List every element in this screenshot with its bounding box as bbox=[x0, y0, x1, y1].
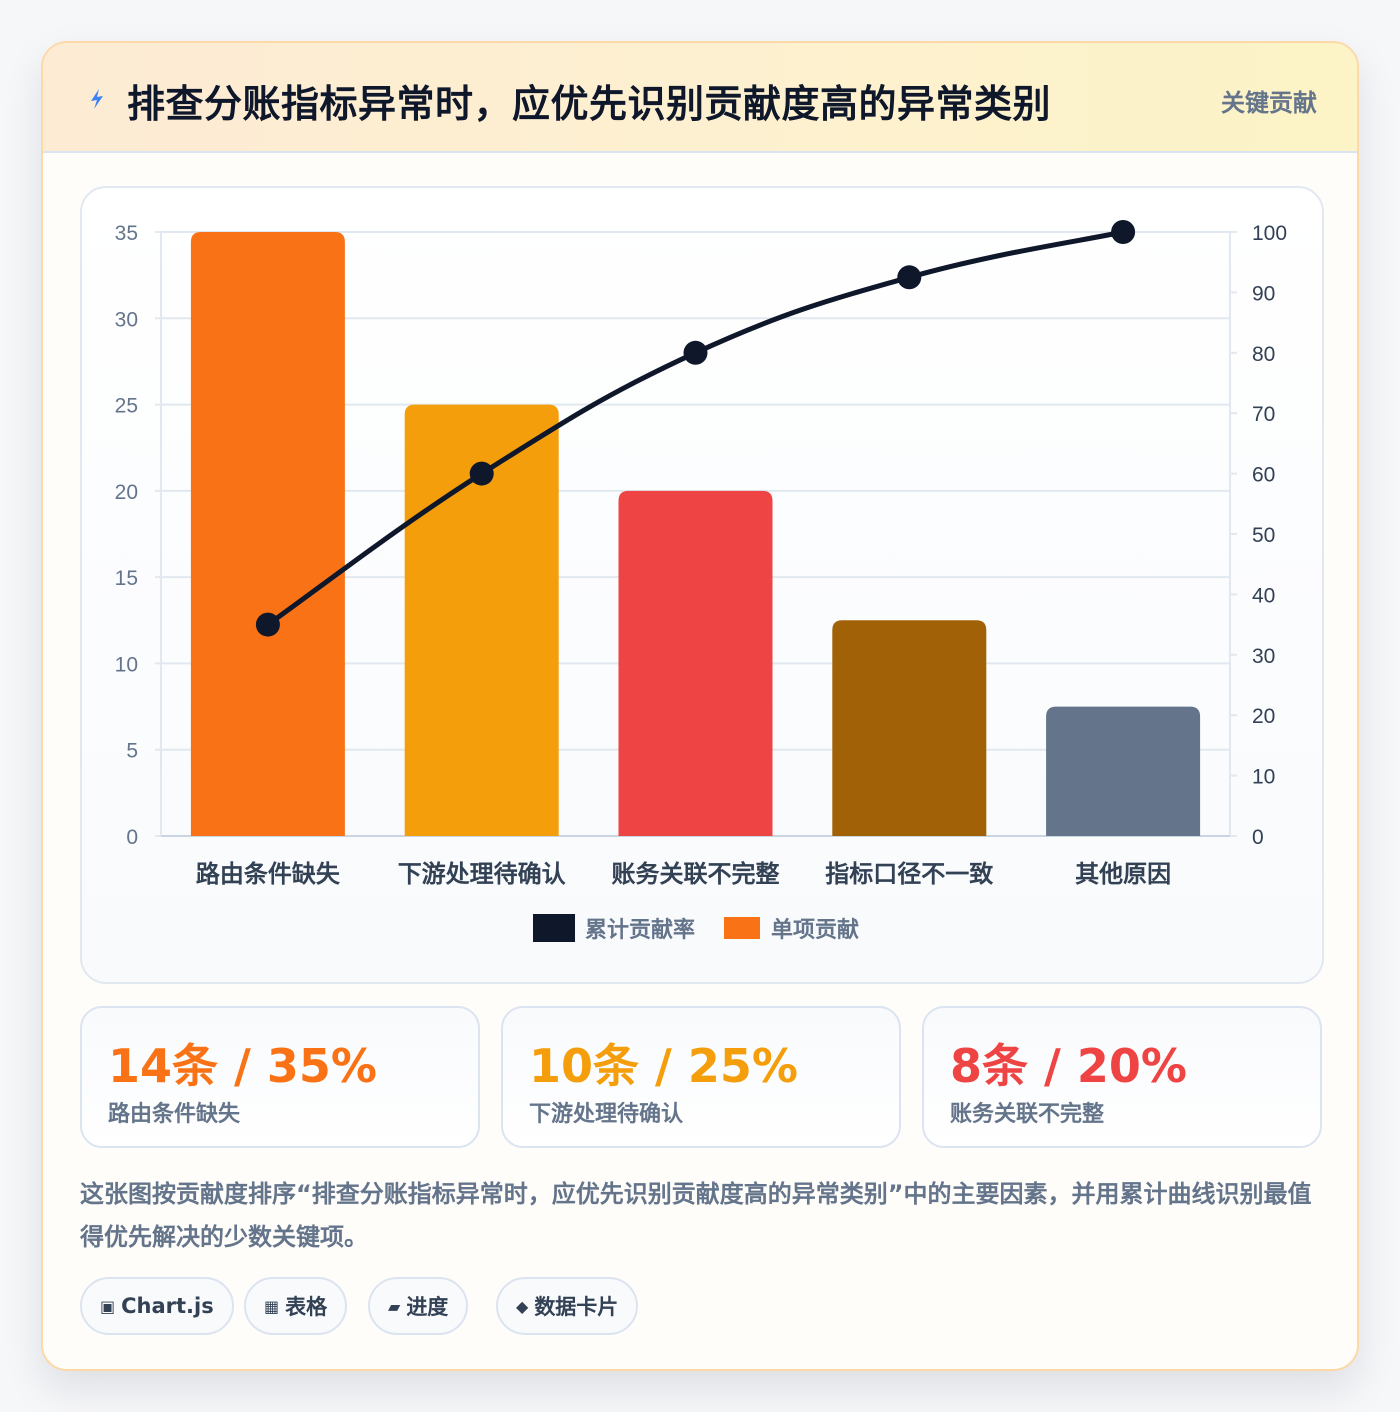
report-card: 排查分账指标异常时，应优先识别贡献度高的异常类别 关键贡献 0 5 10 15 20 25… bbox=[41, 41, 1359, 1371]
x-tick-label: 其他原因 bbox=[1075, 860, 1171, 888]
bar bbox=[190, 232, 345, 836]
key-contribution-badge: 关键贡献 bbox=[1221, 89, 1317, 117]
stat-label: 账务关联不完整 bbox=[950, 1102, 1105, 1127]
stat-card-ledger: 8条 / 20% 账务关联不完整 bbox=[922, 1006, 1322, 1148]
y-right-tick-label: 0 bbox=[1252, 826, 1264, 849]
legend-swatch-cumulative bbox=[533, 914, 575, 942]
x-tick-label: 路由条件缺失 bbox=[196, 860, 341, 888]
bar bbox=[832, 620, 987, 836]
stat-card-downstream: 10条 / 25% 下游处理待确认 bbox=[501, 1006, 901, 1148]
y-right-tick-label: 50 bbox=[1252, 524, 1275, 547]
y-left-tick-label: 35 bbox=[115, 222, 138, 245]
y-right-tick-label: 70 bbox=[1252, 403, 1275, 426]
cumulative-point bbox=[469, 461, 494, 486]
y-left-tick-label: 30 bbox=[115, 308, 138, 331]
y-left-tick-label: 0 bbox=[126, 826, 138, 849]
card-header: 排查分账指标异常时，应优先识别贡献度高的异常类别 关键贡献 bbox=[43, 43, 1357, 153]
table-icon: ▦ bbox=[264, 1296, 280, 1316]
tag-table[interactable]: ▦ 表格 bbox=[244, 1277, 348, 1335]
cumulative-point bbox=[683, 340, 708, 365]
tag-chartjs[interactable]: ▣ Chart.js bbox=[80, 1277, 234, 1335]
x-tick-label: 指标口径不一致 bbox=[825, 860, 994, 888]
x-tick-label: 下游处理待确认 bbox=[398, 860, 566, 888]
y-right-tick-label: 60 bbox=[1252, 464, 1275, 487]
diamond-icon: ◆ bbox=[516, 1296, 529, 1316]
bar bbox=[1046, 706, 1201, 836]
y-left-tick-label: 25 bbox=[115, 395, 138, 418]
progress-icon: ▰ bbox=[388, 1296, 401, 1316]
y-right-tick-label: 100 bbox=[1252, 222, 1287, 245]
stat-value: 8条 / 20% bbox=[950, 1039, 1187, 1093]
stat-value: 14条 / 35% bbox=[108, 1039, 377, 1093]
stat-card-routing: 14条 / 35% 路由条件缺失 bbox=[80, 1006, 480, 1148]
y-left-tick-label: 10 bbox=[115, 653, 138, 676]
y-right-tick-label: 30 bbox=[1252, 645, 1275, 668]
page-title: 排查分账指标异常时，应优先识别贡献度高的异常类别 bbox=[127, 82, 1052, 126]
y-left-tick-label: 15 bbox=[115, 567, 138, 590]
y-right-tick-label: 40 bbox=[1252, 584, 1275, 607]
legend-swatch-single bbox=[724, 917, 760, 939]
y-right-tick-label: 80 bbox=[1252, 343, 1275, 366]
cumulative-point bbox=[1111, 220, 1136, 244]
cumulative-point bbox=[897, 265, 922, 290]
cumulative-point bbox=[255, 612, 280, 637]
x-tick-label: 账务关联不完整 bbox=[612, 860, 780, 888]
y-right-tick-label: 20 bbox=[1252, 705, 1275, 728]
legend-label-single: 单项贡献 bbox=[771, 917, 859, 943]
stat-value: 10条 / 25% bbox=[529, 1039, 798, 1093]
tag-data-card[interactable]: ◆ 数据卡片 bbox=[496, 1277, 639, 1335]
bar bbox=[618, 490, 773, 836]
bar bbox=[404, 404, 559, 836]
chart-panel: 0 5 10 15 20 25 30 35 0 10 20 30 40 50 60 70 80 90 100 路由条件… bbox=[80, 186, 1324, 984]
tag-label: 表格 bbox=[285, 1295, 328, 1319]
tag-label: 数据卡片 bbox=[534, 1295, 619, 1319]
chart-description: 这张图按贡献度排序“排查分账指标异常时，应优先识别贡献度高的异常类别”中的主要因… bbox=[80, 1180, 1312, 1251]
y-left-tick-label: 5 bbox=[126, 740, 138, 763]
legend-label-cumulative: 累计贡献率 bbox=[585, 917, 695, 943]
tag-label: Chart.js bbox=[121, 1294, 214, 1318]
tag-label: 进度 bbox=[406, 1295, 449, 1319]
tag-progress[interactable]: ▰ 进度 bbox=[368, 1277, 469, 1335]
y-left-tick-label: 20 bbox=[115, 481, 138, 504]
y-right-tick-label: 90 bbox=[1252, 282, 1275, 305]
chart-icon: ▣ bbox=[100, 1296, 116, 1316]
stat-label: 路由条件缺失 bbox=[108, 1102, 241, 1127]
pareto-chart: 0 5 10 15 20 25 30 35 0 10 20 30 40 50 60 70 80 90 100 路由条件… bbox=[115, 220, 1287, 943]
y-right-tick-label: 10 bbox=[1252, 766, 1275, 789]
lightning-icon bbox=[91, 89, 103, 109]
stat-label: 下游处理待确认 bbox=[529, 1102, 684, 1127]
